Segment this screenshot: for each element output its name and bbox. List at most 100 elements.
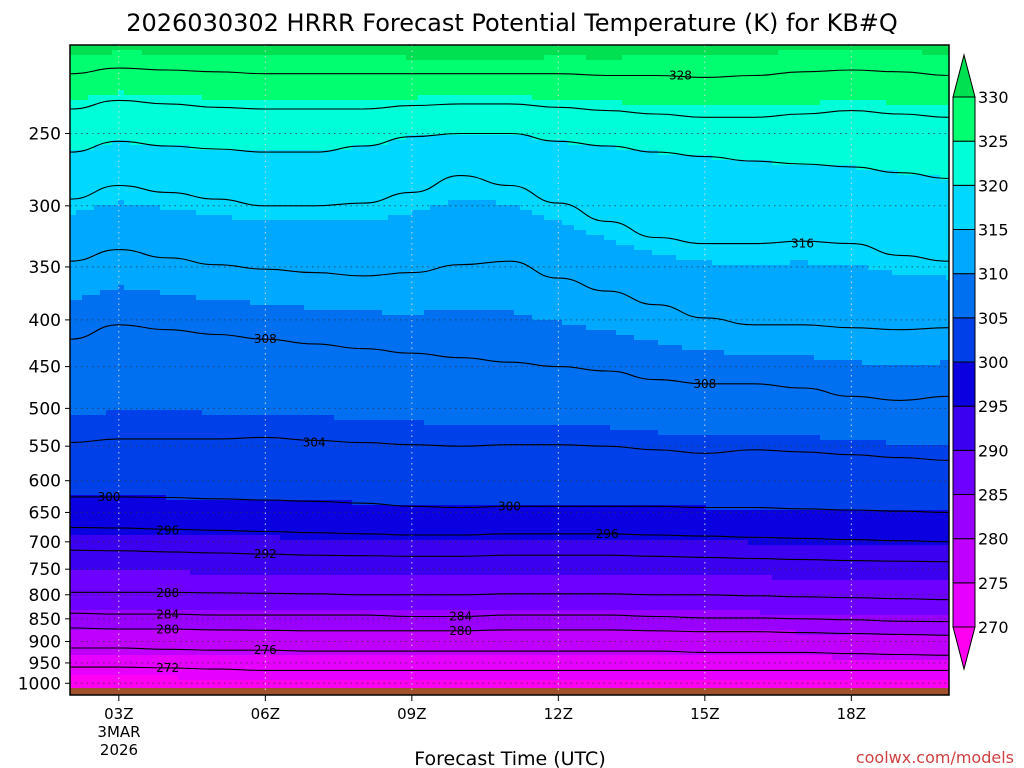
- theta-cell: [238, 445, 245, 451]
- theta-cell: [196, 150, 203, 156]
- theta-cell: [274, 80, 281, 86]
- theta-cell: [148, 395, 155, 401]
- theta-cell: [196, 80, 203, 86]
- theta-cell: [286, 460, 293, 466]
- theta-cell: [76, 100, 83, 106]
- theta-cell: [172, 655, 179, 661]
- theta-cell: [154, 510, 161, 516]
- theta-cell: [76, 495, 83, 501]
- theta-cell: [130, 185, 137, 191]
- theta-cell: [274, 90, 281, 96]
- theta-cell: [226, 425, 233, 431]
- theta-cell: [136, 245, 143, 251]
- theta-cell: [286, 270, 293, 276]
- theta-cell: [118, 355, 125, 361]
- theta-cell: [220, 525, 227, 531]
- theta-cell: [208, 240, 215, 246]
- theta-cell: [172, 505, 179, 511]
- theta-cell: [82, 425, 89, 431]
- theta-cell: [88, 670, 95, 676]
- theta-cell: [142, 465, 149, 471]
- theta-cell: [106, 495, 113, 501]
- theta-cell: [124, 90, 131, 96]
- theta-cell: [76, 65, 83, 71]
- theta-cell: [160, 435, 167, 441]
- theta-cell: [238, 135, 245, 141]
- theta-cell: [76, 675, 83, 681]
- theta-cell: [244, 615, 251, 621]
- theta-cell: [208, 335, 215, 341]
- theta-cell: [184, 105, 191, 111]
- theta-cell: [160, 115, 167, 121]
- theta-cell: [136, 200, 143, 206]
- theta-cell: [106, 50, 113, 56]
- theta-cell: [208, 640, 215, 646]
- theta-cell: [178, 415, 185, 421]
- theta-cell: [274, 160, 281, 166]
- theta-cell: [280, 100, 287, 106]
- theta-cell: [286, 415, 293, 421]
- theta-cell: [250, 375, 257, 381]
- theta-cell: [76, 320, 83, 326]
- theta-cell: [274, 60, 281, 66]
- theta-cell: [148, 635, 155, 641]
- theta-cell: [226, 675, 233, 681]
- theta-cell: [268, 575, 275, 581]
- theta-cell: [94, 135, 101, 141]
- theta-cell: [238, 655, 245, 661]
- theta-cell: [178, 470, 185, 476]
- theta-cell: [250, 280, 257, 286]
- theta-cell: [286, 215, 293, 221]
- theta-cell: [124, 125, 131, 131]
- theta-cell: [262, 350, 269, 356]
- theta-cell: [106, 600, 113, 606]
- theta-cell: [112, 55, 119, 61]
- theta-cell: [250, 400, 257, 406]
- theta-cell: [124, 555, 131, 561]
- theta-cell: [76, 530, 83, 536]
- theta-cell: [226, 470, 233, 476]
- theta-cell: [130, 470, 137, 476]
- theta-cell: [160, 520, 167, 526]
- theta-cell: [154, 605, 161, 611]
- theta-cell: [124, 425, 131, 431]
- theta-cell: [136, 635, 143, 641]
- theta-cell: [112, 665, 119, 671]
- theta-cell: [220, 90, 227, 96]
- theta-cell: [262, 630, 269, 636]
- theta-cell: [190, 640, 197, 646]
- theta-cell: [130, 325, 137, 331]
- theta-cell: [88, 355, 95, 361]
- theta-cell: [280, 60, 287, 66]
- theta-cell: [256, 520, 263, 526]
- theta-cell: [118, 380, 125, 386]
- theta-cell: [256, 335, 263, 341]
- theta-cell: [274, 230, 281, 236]
- theta-cell: [172, 380, 179, 386]
- theta-cell: [214, 625, 221, 631]
- theta-cell: [196, 545, 203, 551]
- theta-cell: [178, 600, 185, 606]
- theta-cell: [172, 635, 179, 641]
- theta-cell: [154, 595, 161, 601]
- theta-cell: [208, 455, 215, 461]
- theta-cell: [220, 365, 227, 371]
- theta-cell: [136, 525, 143, 531]
- theta-cell: [172, 295, 179, 301]
- theta-cell: [250, 50, 257, 56]
- theta-cell: [238, 290, 245, 296]
- theta-cell: [208, 120, 215, 126]
- theta-cell: [76, 95, 83, 101]
- theta-cell: [100, 620, 107, 626]
- theta-cell: [250, 660, 257, 666]
- theta-cell: [232, 195, 239, 201]
- theta-cell: [130, 550, 137, 556]
- theta-cell: [196, 110, 203, 116]
- theta-cell: [262, 545, 269, 551]
- theta-cell: [178, 195, 185, 201]
- theta-cell: [262, 160, 269, 166]
- theta-cell: [154, 390, 161, 396]
- theta-cell: [268, 370, 275, 376]
- theta-cell: [262, 100, 269, 106]
- theta-cell: [292, 300, 299, 306]
